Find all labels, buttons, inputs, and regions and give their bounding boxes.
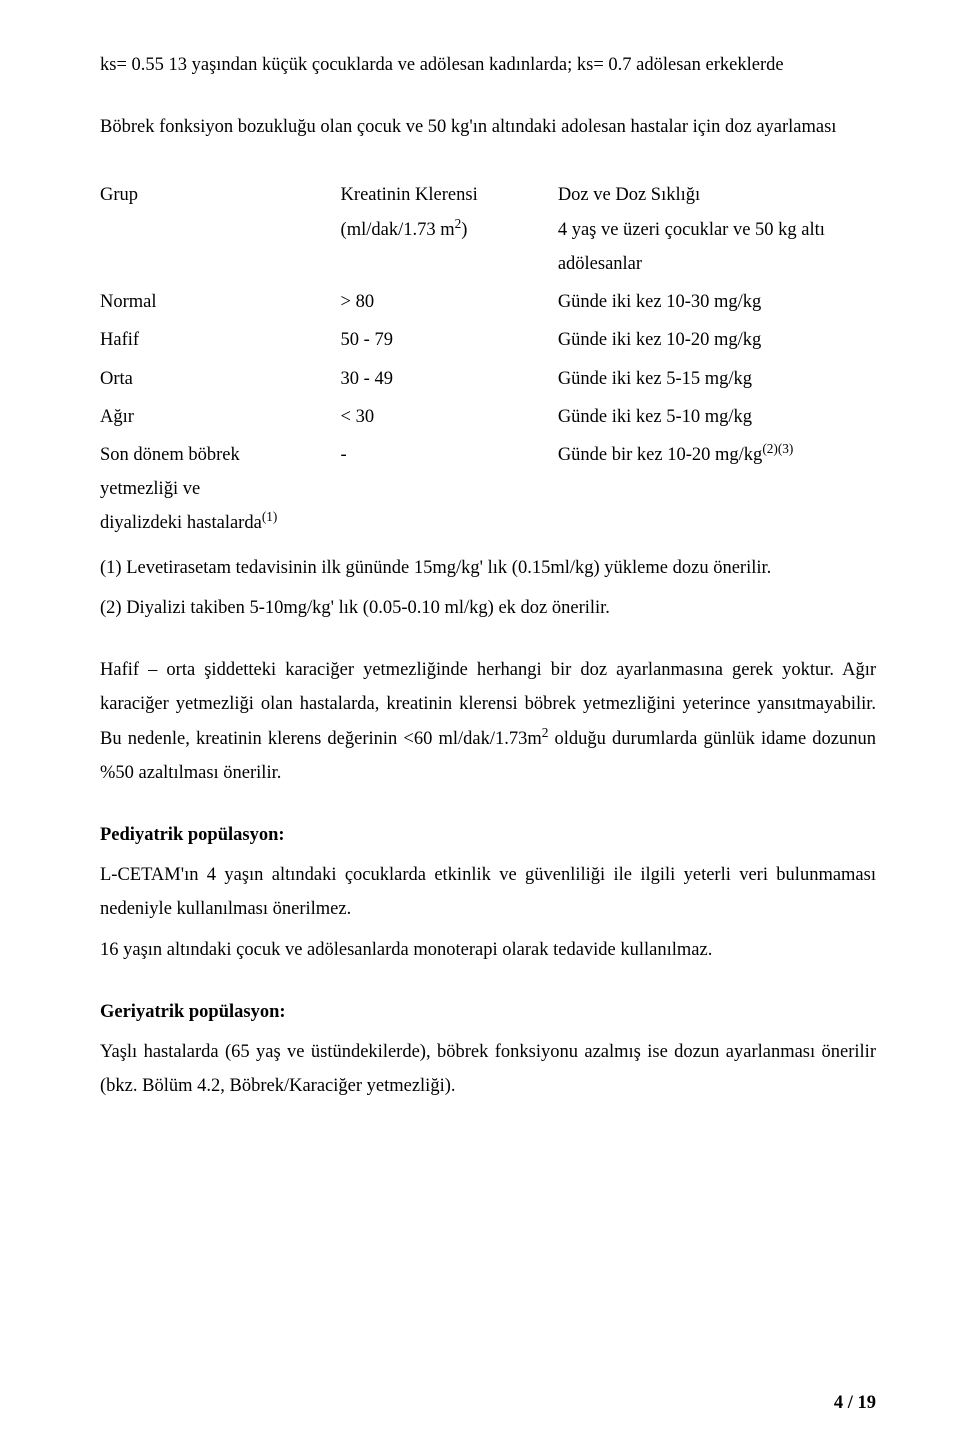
last-d2: (2)(3) (762, 441, 793, 456)
note-2: (2) Diyalizi takiben 5-10mg/kg' lık (0.0… (100, 591, 876, 625)
pediyatrik-title: Pediyatrik popülasyon: (100, 818, 876, 852)
last-g2: yetmezliği ve (100, 479, 200, 499)
cell-grup-last: Son dönem böbrek yetmezliği ve diyalizde… (100, 438, 341, 545)
pediyatrik-p1: L-CETAM'ın 4 yaşın altındaki çocuklarda … (100, 858, 876, 926)
cell-klerens: 30 - 49 (341, 362, 558, 400)
note-1: (1) Levetirasetam tedavisinin ilk gününd… (100, 551, 876, 585)
table-row: Orta 30 - 49 Günde iki kez 5-15 mg/kg (100, 362, 876, 400)
th-klerens-l1: Kreatinin Klerensi (341, 185, 478, 205)
document-page: ks= 0.55 13 yaşından küçük çocuklarda ve… (0, 0, 960, 1452)
last-g3a: diyalizdeki hastalarda (100, 513, 262, 533)
table-row: Normal > 80 Günde iki kez 10-30 mg/kg (100, 285, 876, 323)
cell-doz: Günde iki kez 5-10 mg/kg (558, 400, 876, 438)
cell-klerens: < 30 (341, 400, 558, 438)
cell-doz: Günde iki kez 10-30 mg/kg (558, 285, 876, 323)
th-doz-l2: 4 yaş ve üzeri çocuklar ve 50 kg altı ad… (558, 220, 825, 274)
cell-klerens: > 80 (341, 285, 558, 323)
spacer (100, 973, 876, 995)
cell-doz: Günde iki kez 10-20 mg/kg (558, 323, 876, 361)
spacer (100, 796, 876, 818)
body-paragraph-1: Hafif – orta şiddetteki karaciğer yetmez… (100, 653, 876, 790)
cell-klerens: 50 - 79 (341, 323, 558, 361)
last-g1: Son dönem böbrek (100, 445, 240, 465)
cell-grup: Hafif (100, 323, 341, 361)
cell-grup: Orta (100, 362, 341, 400)
cell-grup: Ağır (100, 400, 341, 438)
intro-line-1: ks= 0.55 13 yaşından küçük çocuklarda ve… (100, 48, 876, 82)
geriyatrik-title: Geriyatrik popülasyon: (100, 995, 876, 1029)
th-klerens: Kreatinin Klerensi (ml/dak/1.73 m2) (341, 178, 558, 285)
cell-doz: Günde iki kez 5-15 mg/kg (558, 362, 876, 400)
cell-doz-last: Günde bir kez 10-20 mg/kg(2)(3) (558, 438, 876, 545)
th-doz: Doz ve Doz Sıklığı 4 yaş ve üzeri çocukl… (558, 178, 876, 285)
last-g3b: (1) (262, 509, 278, 524)
spacer (100, 150, 876, 172)
table-row-last: Son dönem böbrek yetmezliği ve diyalizde… (100, 438, 876, 545)
th-grup: Grup (100, 178, 341, 285)
intro-line-2: Böbrek fonksiyon bozukluğu olan çocuk ve… (100, 110, 876, 144)
last-d1: Günde bir kez 10-20 mg/kg (558, 445, 763, 465)
table-row: Hafif 50 - 79 Günde iki kez 10-20 mg/kg (100, 323, 876, 361)
cell-grup: Normal (100, 285, 341, 323)
th-klerens-l2c: ) (461, 220, 467, 240)
table-header-row: Grup Kreatinin Klerensi (ml/dak/1.73 m2)… (100, 178, 876, 285)
th-doz-l1: Doz ve Doz Sıklığı (558, 185, 700, 205)
spacer (100, 631, 876, 653)
page-number: 4 / 19 (834, 1386, 876, 1420)
table-row: Ağır < 30 Günde iki kez 5-10 mg/kg (100, 400, 876, 438)
cell-klerens-last: - (341, 438, 558, 545)
geriyatrik-p1: Yaşlı hastalarda (65 yaş ve üstündekiler… (100, 1035, 876, 1103)
th-klerens-l2a: (ml/dak/1.73 m (341, 220, 455, 240)
pediyatrik-p2: 16 yaşın altındaki çocuk ve adölesanlard… (100, 933, 876, 967)
dose-table: Grup Kreatinin Klerensi (ml/dak/1.73 m2)… (100, 178, 876, 544)
spacer (100, 88, 876, 110)
